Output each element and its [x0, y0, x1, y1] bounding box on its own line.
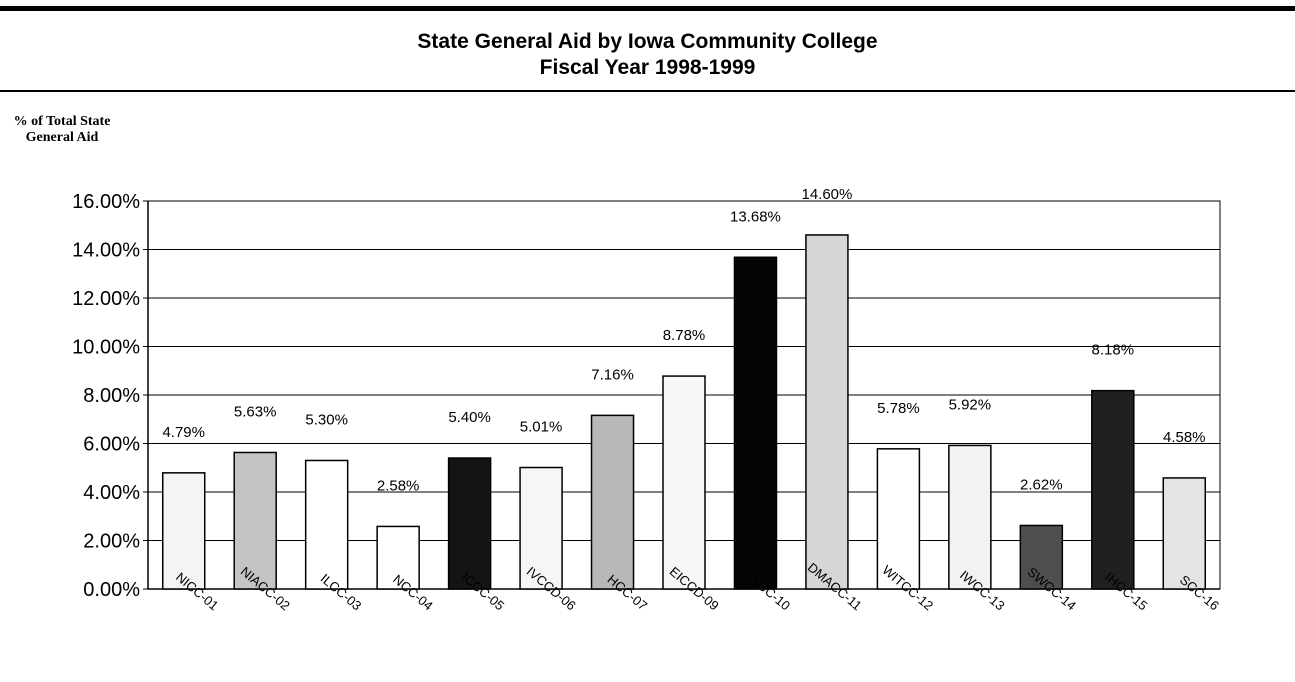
bar: [233, 451, 277, 590]
data-label: 5.92%: [949, 396, 992, 413]
data-label: 5.01%: [520, 419, 563, 436]
y-axis-label: % of Total State General Aid: [13, 114, 111, 145]
bar: [1091, 389, 1135, 590]
y-tick-label: 0.00%: [83, 579, 140, 601]
data-label: 5.78%: [877, 400, 920, 417]
bar: [805, 234, 849, 590]
bar: [662, 375, 706, 590]
data-label: 2.58%: [377, 477, 420, 494]
y-tick-label: 10.00%: [72, 337, 140, 359]
bar: [590, 414, 635, 590]
data-label: 2.62%: [1020, 476, 1063, 493]
chart-title: State General Aid by Iowa Community Coll…: [417, 30, 878, 53]
data-label: 14.60%: [801, 186, 852, 203]
data-label: 13.68%: [730, 208, 781, 225]
bar: [447, 457, 492, 590]
y-tick-label: 12.00%: [72, 288, 140, 310]
top-rule: [0, 6, 1295, 11]
y-tick-label: 14.00%: [72, 240, 140, 262]
bar: [376, 525, 420, 590]
chart-subtitle: Fiscal Year 1998-1999: [539, 56, 756, 79]
y-tick-label: 16.00%: [72, 191, 140, 213]
y-tick-label: 4.00%: [83, 482, 140, 504]
y-tick-label: 8.00%: [83, 385, 140, 407]
bar: [1162, 477, 1207, 590]
bar: [948, 444, 992, 590]
data-label: 4.79%: [162, 424, 205, 441]
data-label: 5.30%: [305, 411, 348, 428]
y-tick-label: 6.00%: [83, 434, 140, 456]
data-label: 5.40%: [448, 409, 491, 426]
y-tick-label: 2.00%: [83, 531, 140, 553]
bar: [519, 466, 563, 590]
bar: [1019, 524, 1064, 590]
bar: [733, 256, 778, 590]
bar: [876, 448, 921, 590]
data-label: 4.58%: [1163, 429, 1206, 446]
bar: [304, 459, 349, 590]
data-label: 5.63%: [234, 403, 277, 420]
data-label: 8.78%: [663, 327, 706, 344]
bar: [161, 472, 206, 590]
data-label: 8.18%: [1092, 342, 1135, 359]
data-label: 7.16%: [591, 366, 634, 383]
title-rule: [0, 90, 1295, 92]
